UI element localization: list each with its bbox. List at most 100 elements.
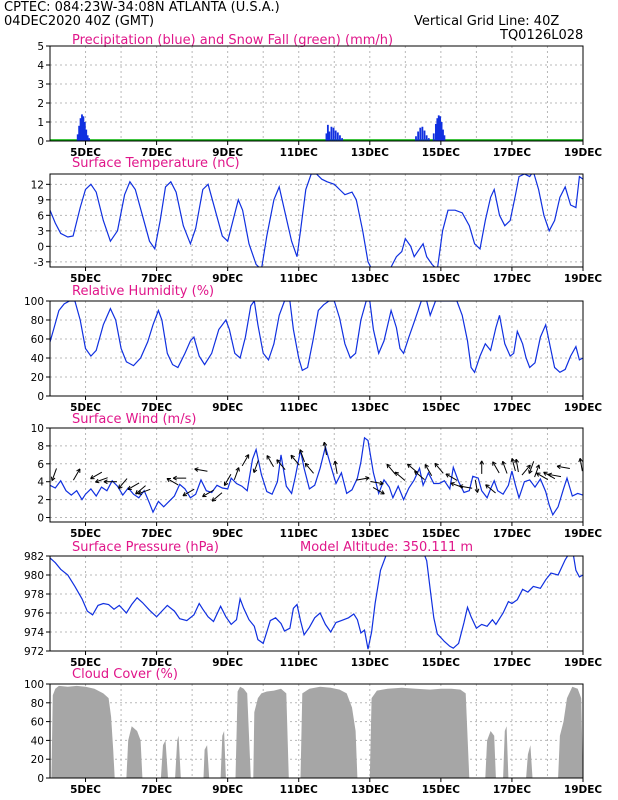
series-line <box>50 556 583 650</box>
wind-arrow <box>211 492 223 502</box>
wind-arrow <box>252 460 259 473</box>
wind-arrow <box>95 477 108 484</box>
y-tick-label: 978 <box>24 589 44 601</box>
x-tick-label: 11DEC <box>280 528 319 540</box>
x-tick-label: 11DEC <box>280 784 319 796</box>
precip-bar <box>427 138 430 141</box>
y-tick-label: 20 <box>31 754 44 766</box>
precip-bar <box>432 133 435 141</box>
x-tick-label: 5DEC <box>70 528 101 540</box>
wind-arrow <box>50 468 57 482</box>
wind-arrow <box>90 471 103 480</box>
wind-arrow <box>194 467 208 472</box>
x-tick-label: 5DEC <box>70 273 101 285</box>
cloud-cover-area <box>50 685 583 778</box>
precip-bar <box>437 115 440 141</box>
x-tick-label: 9DEC <box>212 657 243 669</box>
wind-arrow <box>276 459 286 471</box>
y-tick-label: 12 <box>31 179 44 191</box>
y-tick-label: 20 <box>31 372 44 384</box>
x-tick-label: 19DEC <box>564 528 603 540</box>
x-tick-label: 9DEC <box>212 402 243 414</box>
wind-arrow <box>578 457 583 472</box>
header-grid-note: Vertical Grid Line: 40Z <box>414 14 560 29</box>
x-tick-label: 15DEC <box>422 402 461 414</box>
x-tick-label: 17DEC <box>493 784 532 796</box>
x-tick-label: 5DEC <box>70 402 101 414</box>
y-tick-label: 0 <box>37 513 44 525</box>
y-tick-label: 0 <box>37 773 44 785</box>
precip-bar <box>439 116 442 141</box>
panel-frame <box>49 45 584 142</box>
x-tick-label: 17DEC <box>493 528 532 540</box>
precip-bar <box>328 131 331 141</box>
y-tick-label: 80 <box>31 315 44 327</box>
wind-arrow <box>536 472 549 481</box>
panel-frame <box>49 683 584 779</box>
precip-bar <box>332 127 335 141</box>
wind-arrow <box>528 461 535 474</box>
panel-frame <box>49 300 584 397</box>
x-tick-label: 9DEC <box>212 784 243 796</box>
y-tick-label: 1 <box>37 117 44 129</box>
precip-bar <box>330 126 333 141</box>
x-tick-label: 15DEC <box>422 784 461 796</box>
y-tick-label: 980 <box>24 570 44 582</box>
wind-arrow <box>459 484 473 489</box>
y-tick-label: 4 <box>37 477 44 489</box>
precip-bar <box>436 118 439 141</box>
wind-arrow <box>386 463 396 475</box>
y-tick-label: 2 <box>37 495 44 507</box>
x-tick-label: 11DEC <box>280 273 319 285</box>
wind-arrow <box>501 460 508 474</box>
x-tick-label: 17DEC <box>493 147 532 159</box>
wind-arrow <box>103 479 117 485</box>
x-tick-label: 9DEC <box>212 528 243 540</box>
wind-arrow <box>394 471 406 481</box>
x-tick-label: 17DEC <box>493 273 532 285</box>
wind-arrow <box>534 464 541 478</box>
precip-bar <box>83 122 86 141</box>
precip-bar <box>443 135 446 141</box>
plot-area <box>50 114 583 141</box>
x-tick-label: 9DEC <box>212 273 243 285</box>
x-tick-label: 19DEC <box>564 273 603 285</box>
y-tick-label: 0 <box>37 241 44 253</box>
y-tick-label: 2 <box>37 98 44 110</box>
wind-arrow <box>556 464 570 470</box>
y-tick-label: 100 <box>24 679 44 691</box>
precip-bar <box>79 118 82 141</box>
y-tick-label: 6 <box>37 210 44 222</box>
precip-bar <box>341 138 343 141</box>
wind-arrow <box>72 468 81 481</box>
x-tick-label: 15DEC <box>422 528 461 540</box>
precip-bar <box>423 130 426 141</box>
precip-bar <box>334 130 337 141</box>
precip-bar <box>425 135 428 141</box>
wind-arrow <box>118 478 128 489</box>
wind-arrow <box>202 489 215 498</box>
wind-arrow <box>547 472 562 478</box>
x-tick-label: 17DEC <box>493 657 532 669</box>
x-tick-label: 17DEC <box>493 402 532 414</box>
x-tick-label: 11DEC <box>280 147 319 159</box>
x-tick-label: 13DEC <box>351 784 390 796</box>
wind-arrow <box>304 462 314 474</box>
y-tick-label: 80 <box>31 698 44 710</box>
x-tick-label: 7DEC <box>141 784 172 796</box>
wind-arrow <box>445 473 458 481</box>
x-tick-label: 15DEC <box>422 147 461 159</box>
y-tick-label: 0 <box>37 391 44 403</box>
x-tick-label: 13DEC <box>351 657 390 669</box>
precip-bar <box>419 127 422 141</box>
wind-arrow <box>370 480 384 486</box>
x-tick-label: 7DEC <box>141 528 172 540</box>
precip-bar <box>325 133 328 141</box>
precip-bar <box>336 132 339 141</box>
y-tick-label: 976 <box>24 608 44 620</box>
wind-arrow <box>492 461 500 474</box>
panel-frame <box>49 173 584 268</box>
wind-arrow <box>127 482 140 490</box>
x-tick-label: 5DEC <box>70 147 101 159</box>
panel-frame <box>49 427 584 523</box>
